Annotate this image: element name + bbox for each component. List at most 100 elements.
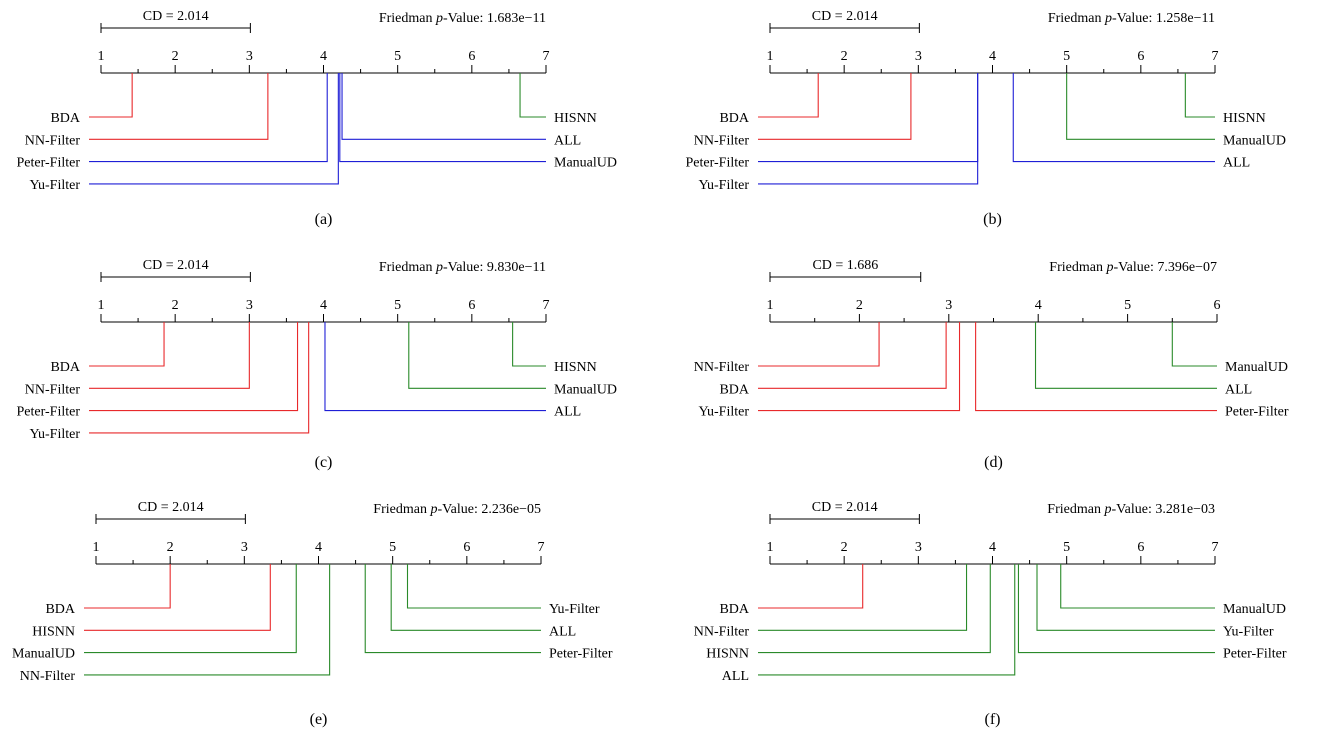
- axis-tick-label: 7: [543, 49, 550, 64]
- method-connector: [89, 322, 250, 389]
- axis-tick-label: 7: [538, 540, 545, 555]
- axis-tick-label: 4: [315, 540, 322, 555]
- pvalue-prefix: Friedman: [373, 502, 430, 517]
- friedman-pvalue: Friedman p-Value: 1.258e−11: [1048, 11, 1215, 26]
- pvalue-italic: p: [1103, 502, 1111, 517]
- method-label: HISNN: [1223, 111, 1266, 126]
- friedman-pvalue: Friedman p-Value: 2.236e−05: [373, 502, 541, 517]
- axis-tick-label: 4: [1035, 298, 1042, 313]
- axis-tick-label: 6: [468, 49, 475, 64]
- axis-tick-label: 2: [856, 298, 863, 313]
- method-connector: [1060, 564, 1215, 609]
- subfigure-label: (e): [310, 711, 328, 728]
- method-connector: [84, 564, 171, 609]
- method-connector: [1012, 73, 1215, 163]
- method-label: ManualUD: [1225, 360, 1288, 375]
- pvalue-prefix: Friedman: [379, 260, 436, 275]
- pvalue-suffix: -Value: 2.236e−05: [437, 502, 541, 517]
- method-label: Peter-Filter: [17, 156, 81, 171]
- axis-tick-label: 6: [468, 298, 475, 313]
- pvalue-suffix: -Value: 9.830e−11: [443, 260, 546, 275]
- axis-tick-label: 1: [767, 49, 774, 64]
- method-label: HISNN: [554, 360, 597, 375]
- pvalue-prefix: Friedman: [1048, 11, 1105, 26]
- method-connector: [84, 564, 331, 676]
- pvalue-prefix: Friedman: [379, 11, 436, 26]
- pvalue-italic: p: [429, 502, 437, 517]
- subfigure-label: (f): [985, 711, 1001, 728]
- method-label: ALL: [554, 133, 581, 148]
- method-connector: [89, 322, 310, 434]
- method-label: HISNN: [554, 111, 597, 126]
- method-label: BDA: [50, 111, 80, 126]
- method-label: Yu-Filter: [549, 602, 600, 617]
- axis-tick-label: 3: [915, 49, 922, 64]
- axis-tick-label: 5: [389, 540, 396, 555]
- method-label: ALL: [554, 405, 581, 420]
- axis-tick-label: 6: [1137, 540, 1144, 555]
- method-connector: [758, 322, 880, 367]
- cd-panel: CD = 1.686 Friedman p-Value: 7.396e−07 1 2 3…: [694, 258, 1289, 471]
- axis-tick-label: 6: [1214, 298, 1221, 313]
- cd-label: CD = 2.014: [143, 258, 209, 273]
- method-label: NN-Filter: [694, 624, 750, 639]
- cd-panel: CD = 2.014 Friedman p-Value: 1.683e−11 1 2 3…: [17, 9, 617, 228]
- method-connector: [758, 73, 912, 140]
- method-connector: [1036, 564, 1215, 631]
- method-connector: [1017, 564, 1215, 654]
- method-label: BDA: [719, 602, 749, 617]
- method-label: Peter-Filter: [686, 156, 750, 171]
- method-label: Yu-Filter: [698, 178, 749, 193]
- axis-tick-label: 1: [767, 298, 774, 313]
- subfigure-label: (b): [983, 211, 1002, 228]
- cd-panel: CD = 2.014 Friedman p-Value: 3.281e−03 1 2 3…: [694, 500, 1287, 728]
- method-connector: [975, 322, 1217, 412]
- pvalue-suffix: -Value: 1.258e−11: [1112, 11, 1215, 26]
- method-connector: [406, 564, 541, 609]
- cd-panel: CD = 2.014 Friedman p-Value: 9.830e−11 1 2 3…: [17, 258, 617, 471]
- method-label: Peter-Filter: [17, 405, 81, 420]
- method-label: ALL: [722, 669, 749, 684]
- friedman-pvalue: Friedman p-Value: 9.830e−11: [379, 260, 546, 275]
- method-label: BDA: [719, 382, 749, 397]
- axis-tick-label: 3: [945, 298, 952, 313]
- method-label: ALL: [1225, 382, 1252, 397]
- axis-tick-label: 2: [172, 49, 179, 64]
- method-connector: [390, 564, 541, 631]
- axis-tick-label: 5: [1063, 49, 1070, 64]
- method-label: ALL: [1223, 156, 1250, 171]
- axis-tick-label: 3: [915, 540, 922, 555]
- pvalue-prefix: Friedman: [1047, 502, 1104, 517]
- method-connector: [758, 564, 968, 631]
- method-connector: [89, 322, 165, 367]
- method-label: ALL: [549, 624, 576, 639]
- axis-tick-label: 5: [394, 298, 401, 313]
- cd-label: CD = 2.014: [812, 9, 878, 24]
- axis-tick-label: 1: [98, 49, 105, 64]
- method-label: NN-Filter: [25, 382, 81, 397]
- method-label: BDA: [45, 602, 75, 617]
- method-connector: [89, 73, 133, 118]
- axis-tick-label: 3: [241, 540, 248, 555]
- axis-tick-label: 3: [246, 298, 253, 313]
- method-label: NN-Filter: [20, 669, 76, 684]
- method-connector: [408, 322, 546, 389]
- cd-label: CD = 2.014: [812, 500, 878, 515]
- method-label: Peter-Filter: [1223, 647, 1287, 662]
- method-connector: [84, 564, 297, 654]
- axis-tick-label: 2: [841, 540, 848, 555]
- axis-tick-label: 7: [543, 298, 550, 313]
- axis-tick-label: 6: [463, 540, 470, 555]
- method-label: NN-Filter: [694, 360, 750, 375]
- method-connector: [341, 73, 546, 140]
- pvalue-suffix: -Value: 3.281e−03: [1111, 502, 1215, 517]
- method-connector: [758, 322, 947, 389]
- axis-tick-label: 4: [320, 298, 327, 313]
- method-label: ManualUD: [12, 647, 75, 662]
- method-label: Yu-Filter: [29, 427, 80, 442]
- axis-tick-label: 1: [767, 540, 774, 555]
- axis-tick-label: 4: [989, 49, 996, 64]
- method-connector: [89, 73, 328, 163]
- method-label: Yu-Filter: [698, 405, 749, 420]
